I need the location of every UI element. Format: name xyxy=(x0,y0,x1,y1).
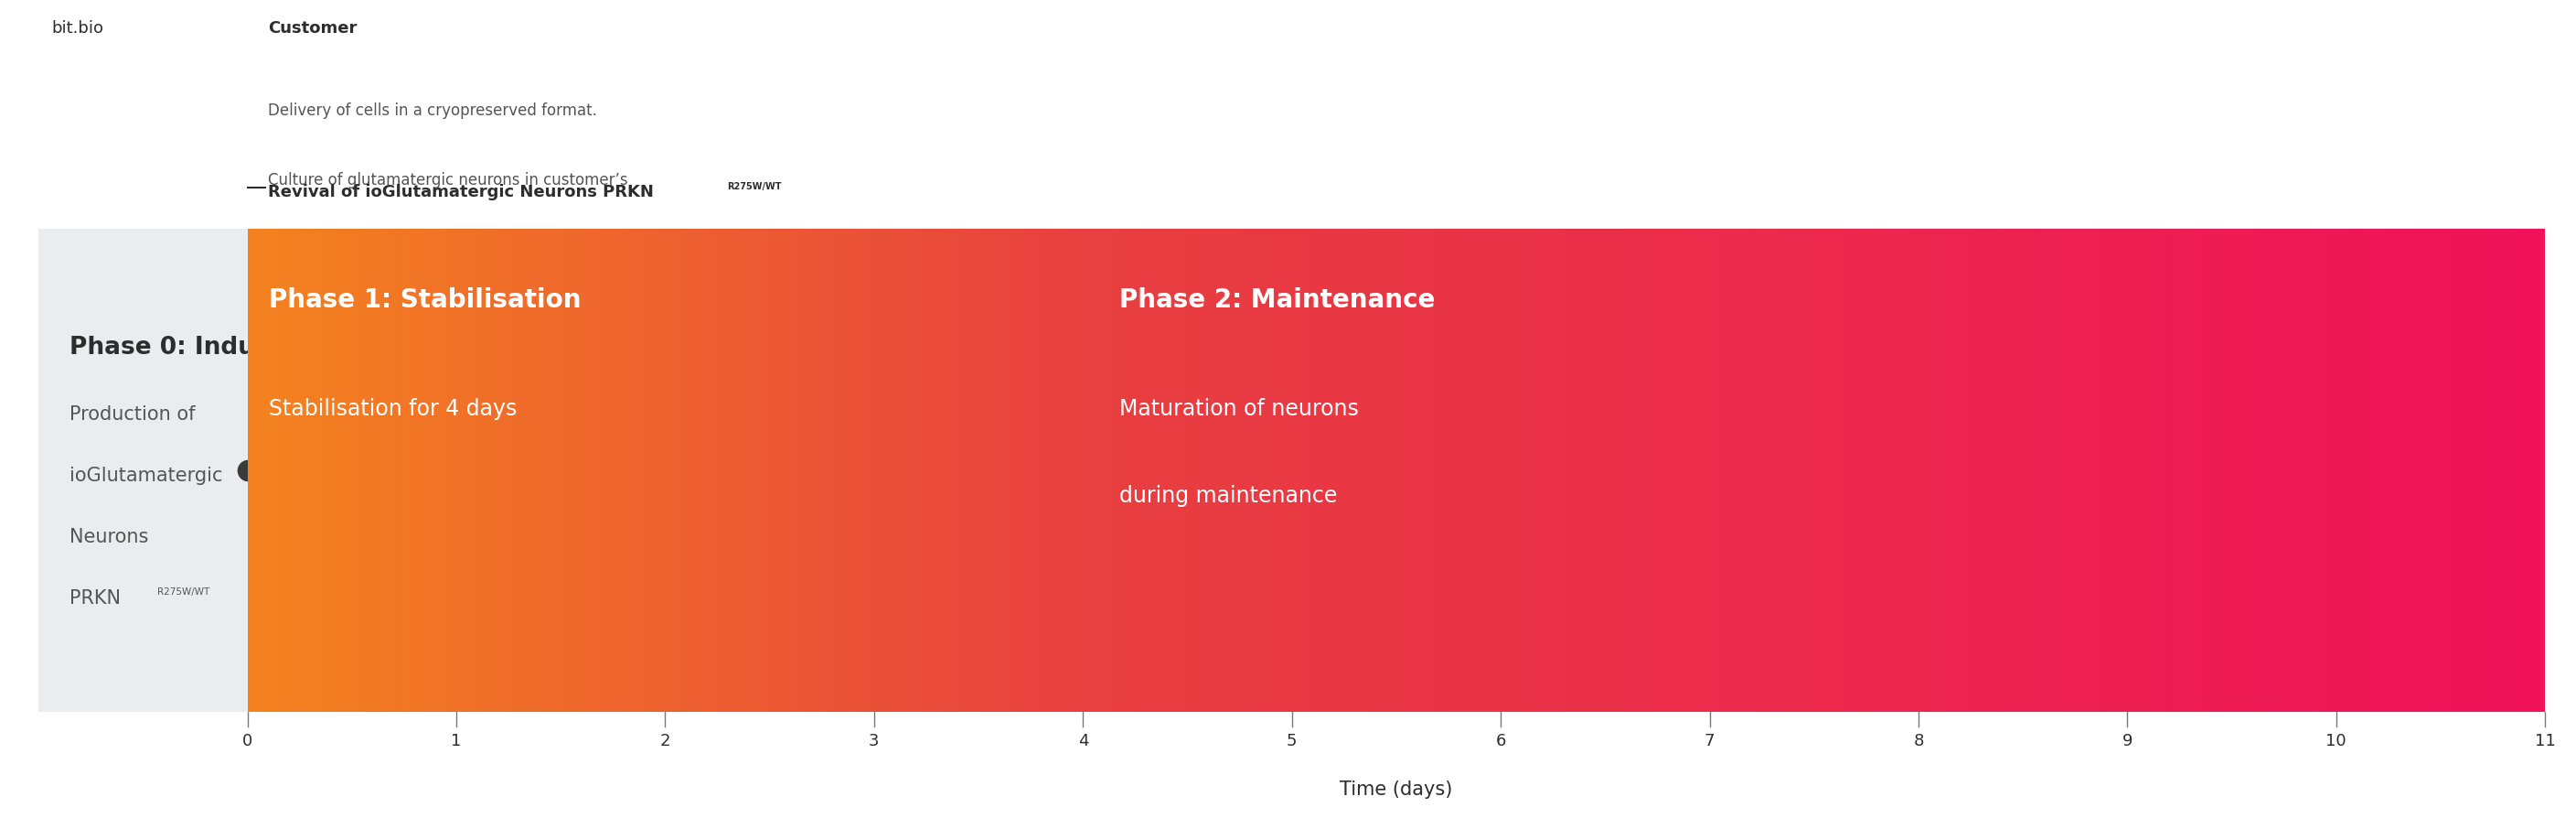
Text: 3: 3 xyxy=(868,732,878,748)
Text: 1: 1 xyxy=(451,732,461,748)
Text: Time (days): Time (days) xyxy=(1340,780,1453,798)
Text: Delivery of cells in a cryopreserved format.: Delivery of cells in a cryopreserved for… xyxy=(268,102,598,119)
Bar xyxy=(39,229,247,712)
Text: Phase 1: Stabilisation: Phase 1: Stabilisation xyxy=(268,287,580,312)
Text: 6: 6 xyxy=(1497,732,1507,748)
Text: Neurons: Neurons xyxy=(70,528,149,546)
Text: bit.bio: bit.bio xyxy=(52,20,103,37)
Text: Culture of glutamatergic neurons in customer’s: Culture of glutamatergic neurons in cust… xyxy=(268,172,629,188)
Text: Phase 2: Maintenance: Phase 2: Maintenance xyxy=(1121,287,1435,312)
Text: 4: 4 xyxy=(1077,732,1087,748)
Text: Production of: Production of xyxy=(70,405,196,423)
Text: Revival of ioGlutamatergic Neurons PRKN: Revival of ioGlutamatergic Neurons PRKN xyxy=(268,184,654,200)
Text: PRKN: PRKN xyxy=(70,589,121,607)
Text: 10: 10 xyxy=(2326,732,2347,748)
Text: 5: 5 xyxy=(1285,732,1298,748)
Text: Maturation of neurons: Maturation of neurons xyxy=(1121,398,1360,420)
Text: R275W/WT: R275W/WT xyxy=(157,587,209,596)
Text: ioGlutamatergic: ioGlutamatergic xyxy=(70,466,222,484)
Text: Stabilisation for 4 days: Stabilisation for 4 days xyxy=(268,398,518,420)
Text: 7: 7 xyxy=(1705,732,1716,748)
Text: laboratory in recommended media.: laboratory in recommended media. xyxy=(268,241,536,258)
Text: Phase 0: Induction: Phase 0: Induction xyxy=(70,335,322,359)
Text: 8: 8 xyxy=(1914,732,1924,748)
Text: 9: 9 xyxy=(2123,732,2133,748)
Text: 11: 11 xyxy=(2535,732,2555,748)
Text: R275W/WT: R275W/WT xyxy=(726,182,781,191)
Text: 2: 2 xyxy=(659,732,670,748)
Text: Customer: Customer xyxy=(268,20,358,37)
Text: during maintenance: during maintenance xyxy=(1121,485,1337,507)
Text: 0: 0 xyxy=(242,732,252,748)
